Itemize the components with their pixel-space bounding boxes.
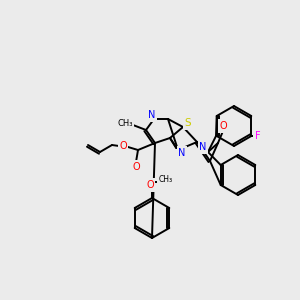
- Text: O: O: [176, 151, 184, 161]
- Text: O: O: [219, 121, 227, 131]
- Text: N: N: [199, 142, 207, 152]
- Text: O: O: [132, 162, 140, 172]
- Text: F: F: [254, 131, 260, 141]
- Text: N: N: [178, 148, 186, 158]
- Text: O: O: [146, 180, 154, 190]
- Text: S: S: [185, 118, 191, 128]
- Text: N: N: [148, 110, 156, 120]
- Text: CH₃: CH₃: [159, 176, 173, 184]
- Text: O: O: [119, 141, 127, 151]
- Text: CH₃: CH₃: [117, 118, 133, 127]
